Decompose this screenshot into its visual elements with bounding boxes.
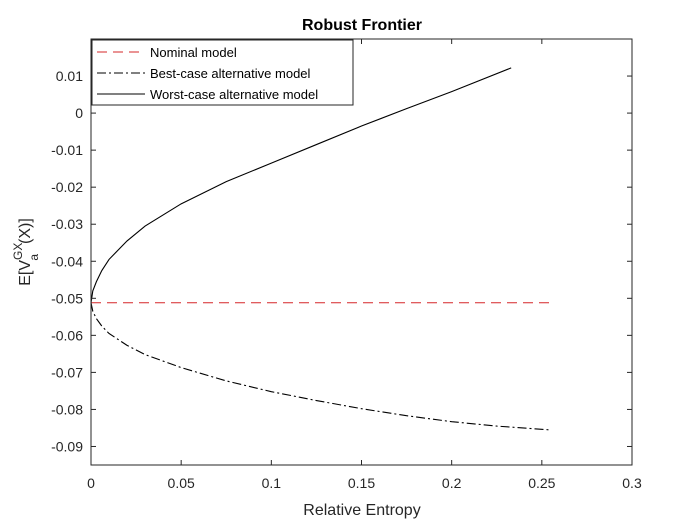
x-tick-label: 0 bbox=[87, 475, 95, 491]
legend-label-best-case: Best-case alternative model bbox=[150, 66, 311, 81]
y-tick-label: -0.03 bbox=[51, 216, 83, 232]
tick-layer: 0 0.05 0.1 0.15 0.2 0.25 0.3 0.01 0 -0.01 -0.02 -0.… bbox=[51, 39, 642, 491]
x-tick-label: 0.1 bbox=[262, 475, 282, 491]
x-tick-label: 0.25 bbox=[528, 475, 555, 491]
series-layer bbox=[90, 67, 550, 431]
legend-label-worst-case: Worst-case alternative model bbox=[150, 87, 318, 102]
y-tick-label: -0.05 bbox=[51, 290, 83, 306]
y-tick-label: -0.09 bbox=[51, 438, 83, 454]
y-label-suffix: (X)] bbox=[17, 218, 34, 244]
chart-title: Robust Frontier bbox=[302, 17, 422, 34]
y-label-superscript: GX bbox=[11, 243, 25, 260]
y-tick-label: 0.01 bbox=[56, 68, 83, 84]
y-label-subscript: a bbox=[27, 254, 41, 261]
legend: Nominal model Best-case alternative mode… bbox=[91, 39, 354, 106]
y-tick-label: -0.02 bbox=[51, 179, 83, 195]
x-tick-label: 0.15 bbox=[348, 475, 375, 491]
x-tick-label: 0.2 bbox=[442, 475, 462, 491]
y-tick-label: 0 bbox=[75, 105, 83, 121]
x-tick-label: 0.3 bbox=[622, 475, 642, 491]
legend-label-nominal: Nominal model bbox=[150, 45, 237, 60]
y-tick-label: -0.08 bbox=[51, 401, 83, 417]
y-tick-label: -0.07 bbox=[51, 364, 83, 380]
series-best-case-line bbox=[90, 302, 550, 431]
y-tick-label: -0.06 bbox=[51, 327, 83, 343]
y-tick-label: -0.04 bbox=[51, 253, 83, 269]
y-label-base: E[V bbox=[17, 260, 34, 286]
y-axis-label-text: E[VGX a (X)] bbox=[11, 218, 41, 286]
series-worst-case-line bbox=[90, 67, 512, 303]
y-axis-label: E[VGX a (X)] bbox=[11, 218, 41, 286]
x-axis-label: Relative Entropy bbox=[303, 502, 420, 519]
plot-area bbox=[91, 39, 632, 465]
y-tick-label: -0.01 bbox=[51, 142, 83, 158]
x-tick-label: 0.05 bbox=[168, 475, 195, 491]
